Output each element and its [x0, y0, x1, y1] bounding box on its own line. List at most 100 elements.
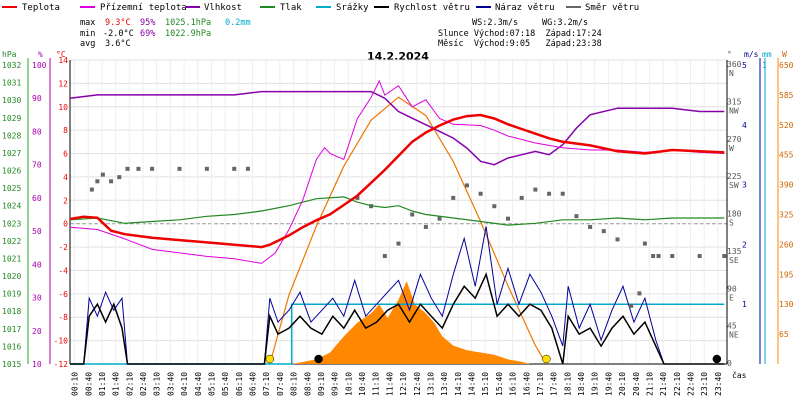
- wind-dir-point-7: [150, 166, 155, 171]
- stat-max-press: 1025.1hPa: [165, 18, 212, 28]
- pct-tick-5: 50: [32, 227, 42, 236]
- wind-dir-point-21: [478, 191, 483, 196]
- pct-tick-7: 30: [32, 294, 42, 303]
- legend-swatch-smer: [566, 6, 581, 8]
- wind-dir-point-9: [204, 166, 209, 171]
- temp-tick-7: 0: [63, 220, 68, 229]
- stat-moon: Měsíc Východ:9:05 Západ:23:38: [438, 39, 602, 49]
- wind-dir-point-24: [519, 195, 524, 200]
- dir-tick-3: 225: [727, 172, 742, 181]
- hpa-tick-1: 1031: [2, 79, 21, 88]
- ms-tick-0: 5: [742, 61, 747, 70]
- x-tick-26: 13:10: [426, 372, 435, 396]
- stat-ws: WS:2.3m/s: [472, 18, 519, 28]
- dir-name-1: NW: [729, 106, 739, 115]
- legend-swatch-prizemni: [80, 6, 95, 8]
- x-tick-4: 02:10: [125, 372, 134, 396]
- legend-label-smer: Směr větru: [585, 3, 640, 13]
- temp-tick-0: 14: [58, 56, 68, 65]
- dir-name-0: N: [729, 69, 734, 78]
- wind-dir-point-28: [574, 214, 579, 219]
- temp-tick-5: 4: [63, 173, 68, 182]
- legend-label-teplota: Teplota: [22, 3, 60, 13]
- x-tick-10: 05:10: [207, 372, 216, 396]
- hpa-tick-0: 1032: [2, 61, 21, 70]
- axis-label-w: W: [782, 50, 787, 59]
- w-tick-8: 130: [779, 300, 794, 309]
- x-tick-18: 09:10: [317, 372, 326, 396]
- temp-tick-12: -10: [54, 337, 69, 346]
- series-solar-measured: [291, 281, 530, 364]
- x-tick-46: 23:10: [700, 372, 709, 396]
- hpa-tick-7: 1025: [2, 184, 21, 193]
- w-tick-4: 390: [779, 181, 794, 190]
- x-tick-13: 06:40: [249, 372, 258, 396]
- legend-swatch-teplota: [2, 6, 17, 8]
- wind-dir-point-23: [506, 216, 510, 221]
- wind-dir-point-8: [177, 166, 182, 171]
- pct-tick-3: 70: [32, 161, 42, 170]
- pct-tick-9: 10: [32, 360, 42, 369]
- wind-dir-point-34: [642, 241, 647, 246]
- axis-label-temp: °C: [56, 50, 66, 59]
- pct-tick-1: 90: [32, 94, 42, 103]
- wind-dir-point-5: [125, 166, 130, 171]
- legend-label-naraz: Náraz větru: [495, 3, 555, 13]
- legend-label-prizemni: Přízemní teplota: [100, 3, 187, 13]
- x-tick-5: 02:40: [139, 372, 148, 396]
- wind-dir-point-2: [100, 172, 105, 177]
- temp-tick-2: 10: [58, 103, 68, 112]
- x-tick-45: 22:40: [687, 372, 696, 396]
- legend-label-srazky: Srážky: [336, 3, 369, 13]
- wind-dir-point-30: [601, 229, 606, 234]
- x-tick-0: 00:10: [71, 372, 80, 396]
- x-tick-36: 18:10: [563, 372, 572, 396]
- stat-min-press: 1022.9hPa: [165, 29, 212, 39]
- legend-swatch-naraz: [476, 6, 491, 8]
- temp-tick-3: 8: [63, 126, 68, 135]
- stat-min-label: min: [80, 29, 96, 39]
- ms-tick-1: 4: [742, 121, 747, 130]
- wind-dir-point-38: [697, 254, 702, 259]
- temp-tick-1: 12: [58, 79, 68, 88]
- wind-dir-point-4: [117, 175, 122, 180]
- x-tick-8: 04:10: [180, 372, 189, 396]
- ms-tick-3: 2: [742, 240, 747, 249]
- temp-tick-13: -12: [54, 360, 69, 369]
- hpa-tick-17: 1015: [2, 360, 21, 369]
- pct-tick-4: 60: [32, 194, 42, 203]
- dir-name-2: W: [729, 144, 734, 153]
- legend-label-tlak: Tlak: [280, 3, 302, 13]
- event-moonset: [712, 354, 722, 364]
- temp-tick-4: 6: [63, 150, 68, 159]
- x-tick-31: 15:40: [495, 372, 504, 396]
- hpa-tick-15: 1017: [2, 325, 21, 334]
- event-sunrise: [265, 354, 275, 364]
- dir-tick-4: 180: [727, 210, 742, 219]
- x-tick-35: 17:40: [550, 372, 559, 396]
- x-tick-27: 13:40: [440, 372, 449, 396]
- temp-tick-9: -4: [58, 266, 68, 275]
- pct-tick-8: 20: [32, 327, 42, 336]
- wind-dir-point-3: [109, 179, 114, 184]
- event-sunset: [542, 354, 551, 364]
- stat-max-temp: 9.3°C: [105, 18, 131, 28]
- hpa-tick-8: 1024: [2, 202, 21, 211]
- x-axis-label: čas: [732, 370, 747, 380]
- x-tick-38: 19:10: [591, 372, 600, 396]
- wind-dir-point-14: [382, 254, 387, 259]
- wind-dir-point-1: [95, 179, 100, 184]
- wind-dir-point-29: [588, 224, 593, 229]
- stat-wg: WG:3.2m/s: [542, 18, 589, 28]
- x-tick-39: 19:40: [604, 372, 613, 396]
- wind-dir-point-22: [492, 204, 497, 209]
- w-tick-5: 325: [779, 211, 794, 220]
- temp-tick-10: -6: [58, 290, 68, 299]
- x-tick-44: 22:10: [673, 372, 682, 396]
- w-tick-0: 650: [779, 61, 794, 70]
- stat-min-temp: -2.0°C: [103, 29, 134, 39]
- axis-label-pct: %: [38, 50, 43, 59]
- x-tick-17: 08:40: [303, 372, 312, 396]
- x-tick-33: 16:40: [522, 372, 531, 396]
- wind-dir-point-26: [547, 191, 552, 196]
